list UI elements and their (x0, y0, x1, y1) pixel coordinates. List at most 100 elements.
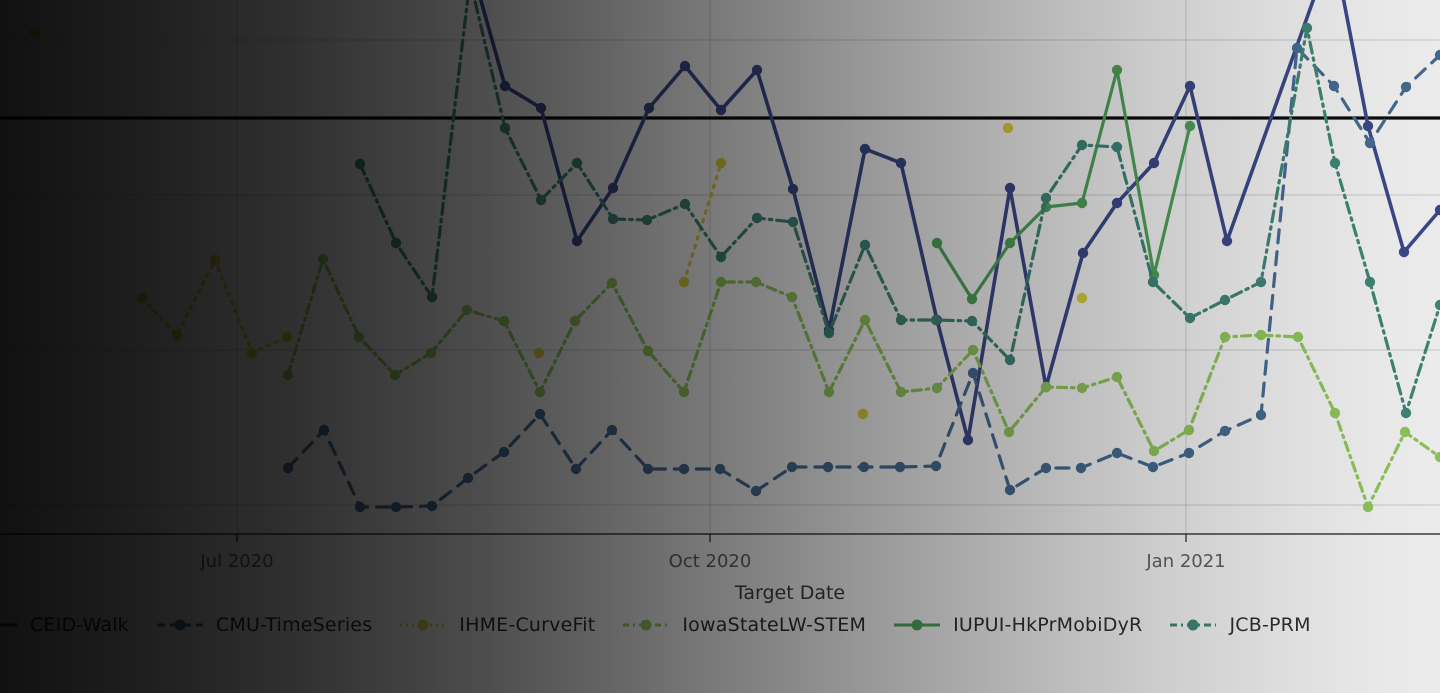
data-point-marker[interactable] (533, 347, 545, 359)
data-point-marker[interactable] (426, 291, 438, 303)
data-point-marker[interactable] (607, 213, 619, 225)
data-point-marker[interactable] (643, 102, 655, 114)
legend-item-JCB-PRM[interactable]: JCB-PRM (1169, 614, 1310, 636)
data-point-marker[interactable] (858, 461, 870, 473)
series-CMU-TimeSeries[interactable] (282, 42, 1440, 513)
data-point-marker[interactable] (1398, 246, 1410, 258)
data-point-marker[interactable] (1004, 182, 1016, 194)
series-IowaStateLW-STEM[interactable] (282, 253, 1440, 513)
data-point-marker[interactable] (571, 157, 583, 169)
data-point-marker[interactable] (1040, 192, 1052, 204)
data-point-marker[interactable] (1221, 235, 1233, 247)
data-point-marker[interactable] (1148, 445, 1160, 457)
data-point-marker[interactable] (1255, 276, 1267, 288)
data-point-marker[interactable] (1004, 237, 1016, 249)
data-point-marker[interactable] (606, 424, 618, 436)
data-point-marker[interactable] (966, 315, 978, 327)
data-point-marker[interactable] (895, 314, 907, 326)
legend-item-IowaStateLW-STEM[interactable]: IowaStateLW-STEM (622, 614, 866, 636)
data-point-marker[interactable] (353, 331, 365, 343)
data-point-marker[interactable] (930, 460, 942, 472)
data-point-marker[interactable] (1076, 382, 1088, 394)
data-point-marker[interactable] (1076, 197, 1088, 209)
data-point-marker[interactable] (1076, 139, 1088, 151)
data-point-marker[interactable] (1111, 447, 1123, 459)
data-point-marker[interactable] (317, 253, 329, 265)
data-point-marker[interactable] (1004, 484, 1016, 496)
data-point-marker[interactable] (281, 331, 293, 343)
data-point-marker[interactable] (1399, 426, 1411, 438)
data-point-marker[interactable] (1329, 407, 1341, 419)
data-point-marker[interactable] (607, 182, 619, 194)
data-point-marker[interactable] (787, 183, 799, 195)
data-point-marker[interactable] (786, 291, 798, 303)
data-point-marker[interactable] (1148, 157, 1160, 169)
data-point-marker[interactable] (1147, 461, 1159, 473)
legend-item-IUPUI-HkPrMobiDyR[interactable]: IUPUI-HkPrMobiDyR (893, 614, 1142, 636)
legend-item-IHME-CurveFit[interactable]: IHME-CurveFit (399, 614, 595, 636)
data-point-marker[interactable] (714, 463, 726, 475)
data-point-marker[interactable] (1147, 276, 1159, 288)
data-point-marker[interactable] (390, 237, 402, 249)
data-point-marker[interactable] (715, 276, 727, 288)
data-point-marker[interactable] (571, 235, 583, 247)
data-point-marker[interactable] (499, 122, 511, 134)
data-point-marker[interactable] (678, 276, 690, 288)
series-IUPUI-HkPrMobiDyR[interactable] (931, 64, 1196, 305)
data-point-marker[interactable] (1183, 424, 1195, 436)
data-point-marker[interactable] (1111, 141, 1123, 153)
data-point-marker[interactable] (859, 314, 871, 326)
data-point-marker[interactable] (751, 64, 763, 76)
data-point-marker[interactable] (715, 157, 727, 169)
data-point-marker[interactable] (606, 277, 618, 289)
legend-item-CMU-TimeSeries[interactable]: CMU-TimeSeries (156, 614, 372, 636)
data-point-marker[interactable] (1075, 462, 1087, 474)
data-point-marker[interactable] (895, 386, 907, 398)
series-IHME-CurveFit[interactable] (29, 26, 1088, 420)
data-point-marker[interactable] (426, 500, 438, 512)
data-point-marker[interactable] (389, 369, 401, 381)
data-point-marker[interactable] (1255, 409, 1267, 421)
data-point-marker[interactable] (29, 26, 41, 38)
data-point-marker[interactable] (171, 329, 183, 341)
data-point-marker[interactable] (1219, 425, 1231, 437)
data-point-marker[interactable] (823, 386, 835, 398)
data-point-marker[interactable] (1111, 371, 1123, 383)
data-point-marker[interactable] (750, 276, 762, 288)
data-point-marker[interactable] (534, 386, 546, 398)
data-point-marker[interactable] (498, 446, 510, 458)
data-point-marker[interactable] (962, 434, 974, 446)
data-point-marker[interactable] (1040, 462, 1052, 474)
data-point-marker[interactable] (534, 408, 546, 420)
data-point-marker[interactable] (569, 315, 581, 327)
data-point-marker[interactable] (1362, 501, 1374, 513)
data-point-marker[interactable] (1328, 80, 1340, 92)
data-point-marker[interactable] (425, 347, 437, 359)
data-point-marker[interactable] (1183, 447, 1195, 459)
data-point-marker[interactable] (1364, 137, 1376, 149)
data-point-marker[interactable] (498, 315, 510, 327)
data-point-marker[interactable] (535, 102, 547, 114)
data-point-marker[interactable] (967, 344, 979, 356)
data-point-marker[interactable] (1219, 331, 1231, 343)
data-point-marker[interactable] (570, 463, 582, 475)
data-point-marker[interactable] (931, 237, 943, 249)
data-point-marker[interactable] (1002, 122, 1014, 134)
data-point-marker[interactable] (1301, 22, 1313, 34)
data-point-marker[interactable] (1111, 197, 1123, 209)
data-point-marker[interactable] (787, 216, 799, 228)
data-point-marker[interactable] (136, 292, 148, 304)
data-point-marker[interactable] (1364, 276, 1376, 288)
data-point-marker[interactable] (282, 462, 294, 474)
data-point-marker[interactable] (679, 198, 691, 210)
data-point-marker[interactable] (499, 80, 511, 92)
data-point-marker[interactable] (535, 194, 547, 206)
data-point-marker[interactable] (461, 304, 473, 316)
data-point-marker[interactable] (641, 214, 653, 226)
data-point-marker[interactable] (894, 461, 906, 473)
data-point-marker[interactable] (318, 424, 330, 436)
data-point-marker[interactable] (678, 463, 690, 475)
data-point-marker[interactable] (1111, 64, 1123, 76)
data-point-marker[interactable] (678, 386, 690, 398)
data-point-marker[interactable] (1434, 299, 1440, 311)
